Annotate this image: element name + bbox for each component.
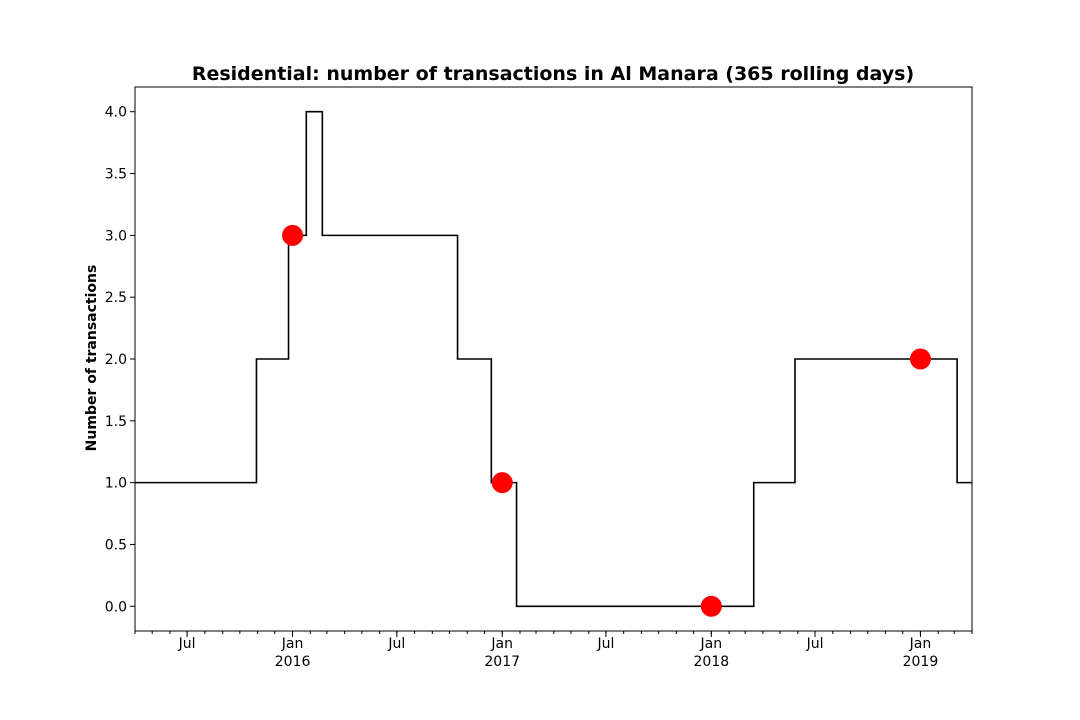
y-tick-label: 0.0 — [105, 599, 127, 615]
y-tick-label: 1.5 — [105, 414, 127, 430]
data-point-marker — [700, 595, 722, 617]
x-tick-label: Jan — [700, 636, 723, 652]
x-tick-year-label: 2019 — [903, 654, 939, 670]
y-tick-label: 3.0 — [105, 228, 127, 244]
y-tick-label: 2.0 — [105, 352, 127, 368]
x-axis: Jul Jan 2016 Jul Jan 2017 Jul Jan 2018 Jul Jan 2019 — [134, 631, 973, 670]
x-tick-label: Jul — [178, 636, 196, 652]
x-tick-label: Jan — [909, 636, 932, 652]
x-tick-year-label: 2018 — [694, 654, 730, 670]
x-tick-label: Jan — [281, 636, 304, 652]
step-line — [135, 110, 972, 608]
y-tick-label: 4.0 — [105, 105, 127, 121]
y-tick-label: 0.5 — [105, 537, 127, 553]
chart-title: Residential: number of transactions in A… — [192, 63, 914, 85]
plot-series — [135, 110, 972, 617]
y-tick-label: 1.0 — [105, 476, 127, 492]
x-tick-year-label: 2016 — [275, 654, 311, 670]
data-point-marker — [491, 472, 513, 494]
y-tick-label: 3.5 — [105, 167, 127, 183]
x-tick-year-label: 2017 — [484, 654, 520, 670]
plot-frame — [134, 86, 973, 632]
y-axis: 0.0 0.5 1.0 1.5 2.0 2.5 3.0 3.5 4.0 — [105, 105, 135, 615]
y-axis-label: Number of transactions — [84, 265, 100, 452]
data-point-marker — [282, 224, 304, 246]
x-tick-label: Jul — [806, 636, 824, 652]
x-tick-label: Jan — [490, 636, 513, 652]
y-tick-label: 2.5 — [105, 290, 127, 306]
x-tick-label: Jul — [596, 636, 614, 652]
x-tick-label: Jul — [387, 636, 405, 652]
data-point-marker — [909, 348, 931, 370]
